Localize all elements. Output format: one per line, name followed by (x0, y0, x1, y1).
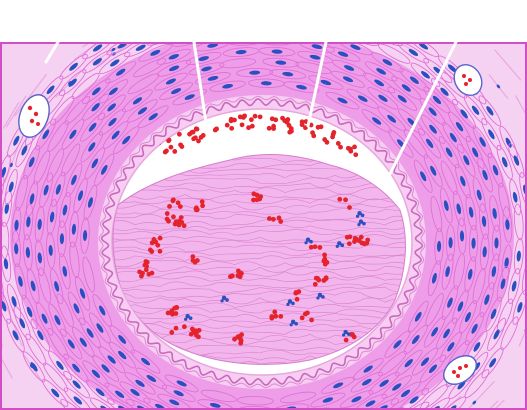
thrombus (112, 154, 406, 365)
elastic-lamina-wave (100, 98, 424, 386)
top-blank-area (0, 0, 527, 42)
vasa-vasorum-bottom-right (443, 355, 477, 385)
leader-line-2 (192, 40, 210, 138)
elastic-lamina-wave-inner (98, 95, 426, 389)
leader-line-1 (44, 40, 60, 64)
image-frame (0, 42, 527, 410)
vasa-vasorum-top-right (453, 63, 483, 97)
leader-line-3 (306, 40, 328, 128)
leader-line-4 (382, 40, 458, 188)
vasa-vasorum-left (18, 94, 50, 138)
label-leader-lines (44, 40, 458, 188)
